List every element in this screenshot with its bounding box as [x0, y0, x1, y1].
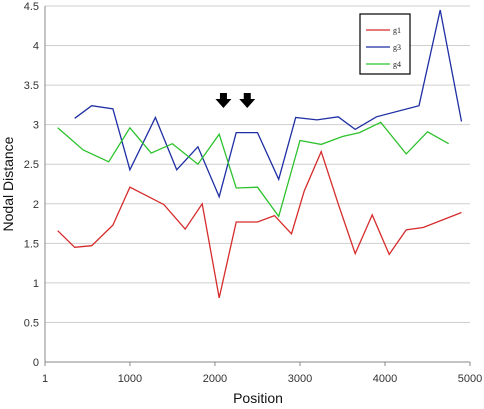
- x-tick-label: 1: [42, 373, 48, 385]
- x-tick-label: 3000: [288, 373, 312, 385]
- annotations: [215, 93, 256, 109]
- legend-box: [359, 13, 411, 75]
- series-line-g1: [57, 149, 462, 299]
- y-tick-label: 3.5: [24, 80, 39, 92]
- axes: [44, 6, 471, 366]
- y-tick-label: 3: [33, 120, 39, 132]
- y-tick-label: 1: [33, 278, 39, 290]
- series-line-g3: [74, 9, 463, 199]
- series-lines: [57, 9, 463, 299]
- legend-label-g1: g1: [393, 26, 401, 35]
- legend-label-g4: g4: [393, 60, 401, 69]
- legend: g1 g3 g4: [359, 13, 411, 75]
- down-arrow-icon: [215, 93, 232, 109]
- y-tick-label: 1.5: [24, 238, 39, 250]
- down-arrow-icon: [239, 93, 256, 109]
- x-tick-label: 1000: [118, 373, 142, 385]
- tick-labels: 0 0.5 1 1.5 2 2.5 3 3.5 4 4.5 1 1000 2000 3000 4000 500…: [24, 1, 483, 385]
- x-tick-label: 2000: [203, 373, 227, 385]
- y-tick-label: 2: [33, 199, 39, 211]
- x-axis-title: Position: [233, 390, 283, 406]
- x-tick-label: 5000: [458, 373, 482, 385]
- legend-label-g3: g3: [393, 43, 401, 52]
- x-tick-label: 4000: [373, 373, 397, 385]
- y-tick-label: 0: [33, 357, 39, 369]
- gridlines: [45, 5, 470, 323]
- y-tick-label: 4.5: [24, 1, 39, 13]
- y-axis-title: Nodal Distance: [0, 136, 16, 231]
- y-tick-label: 2.5: [24, 159, 39, 171]
- y-tick-label: 0.5: [24, 317, 39, 329]
- series-line-g4: [57, 121, 450, 218]
- y-tick-label: 4: [33, 41, 39, 53]
